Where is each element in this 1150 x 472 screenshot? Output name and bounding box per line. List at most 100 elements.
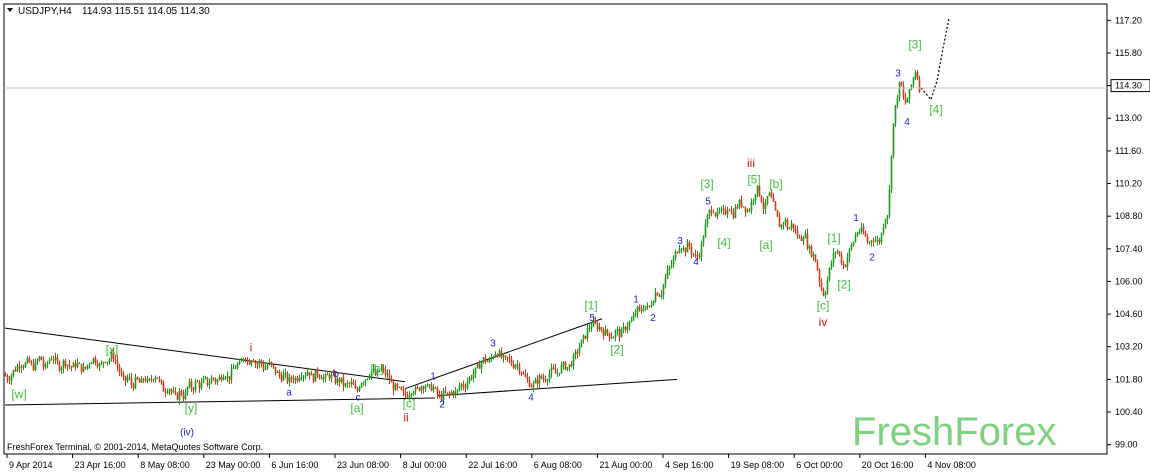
candle-body (910, 84, 913, 90)
trend-line (4, 327, 406, 383)
candle-body (444, 391, 447, 393)
candle-body (270, 361, 273, 365)
y-tick-label: 117.20 (1115, 15, 1142, 25)
candle-body (578, 347, 581, 354)
candle-body (82, 366, 85, 372)
candle-body (362, 382, 365, 384)
candle-body (166, 391, 169, 393)
candle-body (322, 377, 325, 380)
candle-body (60, 368, 63, 371)
wave-label: 4 (528, 392, 534, 403)
candle-body (158, 378, 161, 380)
candle-body (726, 210, 729, 215)
candle-body (396, 384, 399, 387)
candle-body (518, 364, 521, 373)
candle-body (492, 357, 495, 358)
candle-body (138, 379, 141, 383)
candle-body (666, 270, 669, 278)
candle-body (536, 379, 539, 384)
candle-body (232, 368, 235, 370)
candle-body (804, 233, 807, 239)
candle-body (796, 230, 799, 238)
y-tick-label: 99.00 (1115, 440, 1138, 450)
candle-body (412, 392, 415, 394)
candle-body (248, 360, 251, 365)
x-tick-label: 23 May 00:00 (206, 460, 261, 470)
candle-body (524, 374, 527, 378)
candle-body (126, 377, 129, 382)
candle-body (516, 364, 519, 366)
candle-body (238, 361, 241, 365)
candle-body (384, 368, 387, 375)
candle-body (554, 368, 557, 374)
candle-body (508, 357, 511, 359)
candle-body (212, 377, 215, 379)
candle-body (708, 210, 711, 216)
candle-body (404, 391, 407, 396)
candle-body (694, 254, 697, 256)
candle-body (372, 369, 375, 372)
candle-body (422, 386, 425, 389)
candle-body (466, 381, 469, 388)
candle-body (358, 387, 361, 391)
candle-body (146, 378, 149, 381)
candle-body (106, 361, 109, 363)
candle-body (912, 77, 915, 85)
candle-body (340, 377, 343, 383)
candle-body (218, 376, 221, 380)
candle-body (750, 201, 753, 211)
current-price-box (1110, 79, 1150, 93)
candle-body (392, 382, 395, 391)
candle-body (296, 378, 299, 381)
candle-body (564, 362, 567, 370)
candle-body (118, 366, 121, 373)
candle-body (150, 379, 153, 381)
wave-label: [5] (747, 173, 760, 187)
candle-body (618, 329, 621, 338)
candle-body (882, 227, 885, 234)
candle-body (682, 248, 685, 250)
candle-body (244, 358, 247, 360)
candle-body (346, 382, 349, 384)
candle-body (316, 370, 319, 376)
candle-body (790, 223, 793, 229)
candle-body (264, 368, 267, 370)
candle-body (782, 222, 785, 225)
candle-body (382, 367, 385, 369)
candle-body (874, 241, 877, 242)
candle-body (902, 85, 905, 97)
candle-body (46, 363, 49, 365)
candle-body (418, 387, 421, 391)
candle-body (64, 360, 67, 366)
candle-body (86, 364, 89, 369)
wave-label: 4 (904, 117, 910, 128)
candle-body (746, 210, 749, 212)
candle-body (754, 194, 757, 201)
candle-body (856, 232, 859, 236)
x-tick-label: 9 Apr 2014 (9, 460, 53, 470)
candle-body (594, 320, 597, 324)
candlestick-series (4, 69, 921, 406)
candle-body (830, 262, 833, 268)
candle-body (176, 393, 179, 400)
candle-body (736, 206, 739, 208)
candle-body (764, 202, 767, 210)
candle-body (54, 357, 57, 360)
candle-body (600, 327, 603, 331)
wave-label: 3 (895, 68, 901, 79)
candle-body (152, 379, 155, 381)
symbol-label: USDJPY,H4 (18, 6, 72, 17)
candle-body (740, 199, 743, 207)
candle-body (122, 374, 125, 376)
candle-body (842, 263, 845, 265)
candle-body (576, 352, 579, 354)
candle-body (604, 329, 607, 336)
y-tick-label: 101.80 (1115, 374, 1143, 384)
candle-body (174, 391, 177, 394)
dropdown-icon[interactable] (7, 8, 13, 12)
candle-body (14, 369, 17, 372)
candle-body (546, 379, 549, 382)
candle-body (784, 219, 787, 223)
candle-body (130, 377, 133, 385)
candle-body (192, 388, 195, 391)
